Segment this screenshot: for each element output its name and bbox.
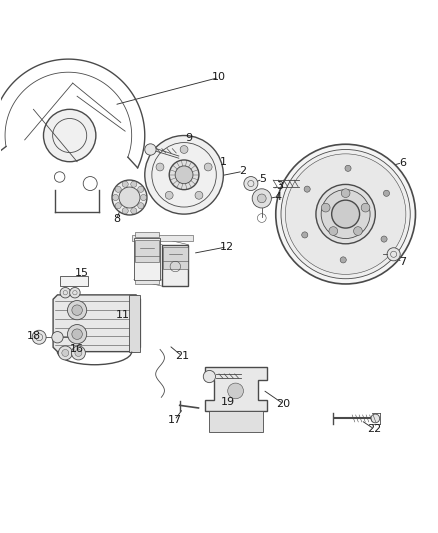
Circle shape bbox=[122, 208, 128, 214]
Polygon shape bbox=[163, 247, 187, 269]
Circle shape bbox=[329, 227, 338, 236]
Polygon shape bbox=[135, 232, 159, 237]
Circle shape bbox=[112, 180, 147, 215]
Circle shape bbox=[141, 195, 147, 200]
Circle shape bbox=[228, 383, 244, 399]
Circle shape bbox=[71, 333, 80, 342]
Circle shape bbox=[58, 346, 72, 360]
Circle shape bbox=[72, 329, 82, 340]
Circle shape bbox=[115, 203, 121, 209]
Circle shape bbox=[119, 187, 140, 208]
Polygon shape bbox=[205, 367, 267, 410]
Circle shape bbox=[204, 163, 212, 171]
Circle shape bbox=[138, 203, 144, 209]
Circle shape bbox=[244, 176, 258, 190]
Circle shape bbox=[115, 186, 121, 192]
Circle shape bbox=[52, 332, 63, 343]
Circle shape bbox=[252, 189, 272, 208]
Circle shape bbox=[180, 146, 188, 154]
Text: 19: 19 bbox=[221, 397, 235, 407]
Text: 4: 4 bbox=[274, 192, 282, 201]
Circle shape bbox=[165, 191, 173, 199]
Circle shape bbox=[345, 165, 351, 172]
Text: 10: 10 bbox=[212, 72, 226, 83]
Polygon shape bbox=[130, 295, 141, 352]
Circle shape bbox=[316, 184, 375, 244]
Circle shape bbox=[304, 186, 310, 192]
Polygon shape bbox=[53, 295, 141, 352]
Circle shape bbox=[62, 350, 69, 357]
Polygon shape bbox=[135, 280, 159, 284]
Circle shape bbox=[122, 181, 128, 187]
Text: 21: 21 bbox=[175, 351, 189, 361]
Circle shape bbox=[332, 200, 360, 228]
Polygon shape bbox=[162, 245, 188, 286]
Circle shape bbox=[60, 287, 71, 298]
Polygon shape bbox=[60, 276, 88, 286]
Text: 6: 6 bbox=[399, 158, 406, 167]
Circle shape bbox=[258, 194, 266, 203]
Circle shape bbox=[131, 208, 137, 214]
Text: 20: 20 bbox=[276, 399, 291, 409]
Text: 8: 8 bbox=[113, 214, 120, 224]
Circle shape bbox=[281, 149, 410, 279]
Circle shape bbox=[138, 186, 144, 192]
Text: 15: 15 bbox=[74, 268, 88, 278]
Circle shape bbox=[67, 301, 87, 320]
Circle shape bbox=[383, 190, 389, 196]
Text: 17: 17 bbox=[167, 415, 181, 425]
Circle shape bbox=[381, 236, 387, 242]
Circle shape bbox=[43, 109, 96, 161]
Text: 16: 16 bbox=[70, 344, 84, 353]
Circle shape bbox=[276, 144, 416, 284]
Text: 22: 22 bbox=[367, 424, 381, 434]
Circle shape bbox=[70, 287, 80, 298]
Text: 11: 11 bbox=[116, 310, 130, 320]
Circle shape bbox=[302, 232, 308, 238]
Circle shape bbox=[361, 203, 370, 212]
Text: 2: 2 bbox=[240, 166, 247, 176]
Circle shape bbox=[169, 160, 199, 190]
Circle shape bbox=[353, 227, 362, 236]
Circle shape bbox=[145, 135, 223, 214]
Circle shape bbox=[341, 189, 350, 198]
Circle shape bbox=[203, 370, 215, 383]
Circle shape bbox=[67, 325, 87, 344]
Text: 9: 9 bbox=[185, 133, 192, 143]
Circle shape bbox=[131, 181, 137, 187]
Circle shape bbox=[321, 190, 370, 239]
Circle shape bbox=[113, 195, 119, 200]
Circle shape bbox=[286, 154, 406, 274]
Circle shape bbox=[195, 191, 203, 199]
Polygon shape bbox=[132, 235, 193, 241]
Text: 3: 3 bbox=[276, 181, 283, 191]
Circle shape bbox=[75, 350, 82, 357]
Circle shape bbox=[72, 305, 82, 316]
Circle shape bbox=[371, 414, 380, 423]
Circle shape bbox=[387, 248, 400, 261]
Text: 7: 7 bbox=[399, 257, 406, 267]
Text: 12: 12 bbox=[220, 242, 234, 252]
Text: 18: 18 bbox=[26, 332, 40, 341]
Circle shape bbox=[321, 203, 330, 212]
Circle shape bbox=[145, 144, 156, 155]
Circle shape bbox=[32, 330, 46, 344]
Circle shape bbox=[71, 346, 85, 360]
Text: 1: 1 bbox=[220, 157, 227, 167]
Circle shape bbox=[340, 257, 346, 263]
Polygon shape bbox=[135, 240, 159, 262]
Polygon shape bbox=[209, 410, 263, 432]
Text: 5: 5 bbox=[259, 174, 266, 184]
Circle shape bbox=[175, 166, 193, 184]
Polygon shape bbox=[134, 238, 160, 280]
Circle shape bbox=[156, 163, 164, 171]
